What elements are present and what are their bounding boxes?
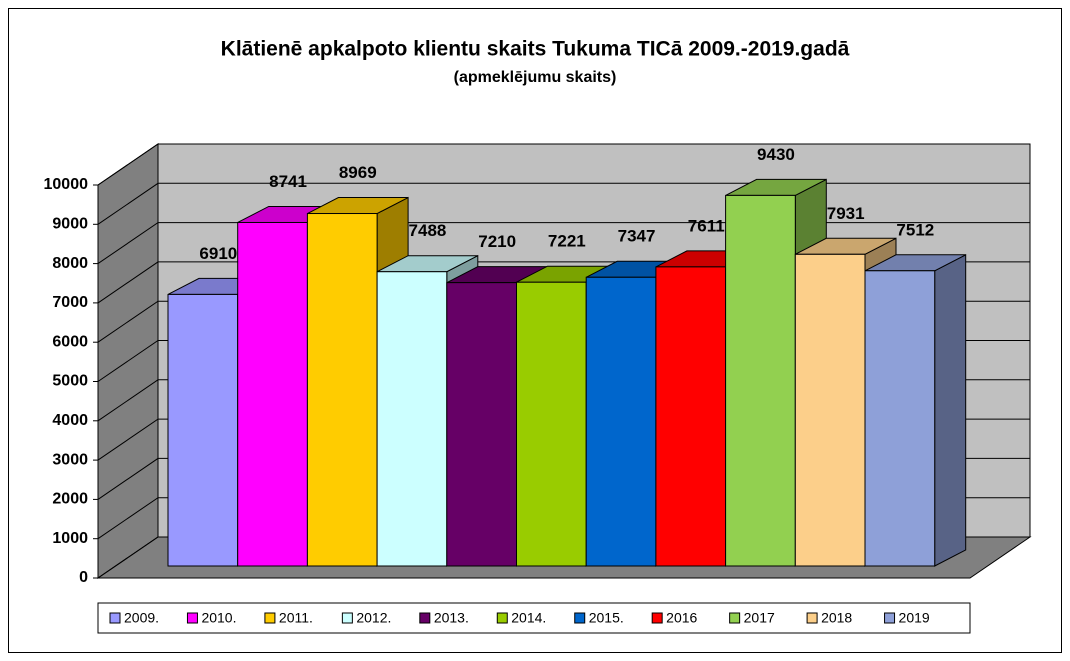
legend-swatch [729,612,741,624]
legend-swatch [341,612,353,624]
legend-swatch [884,612,896,624]
value-label: 8969 [339,163,377,182]
bar [725,194,796,567]
legend-label: 2014. [511,610,546,626]
bar [167,293,239,567]
legend-label: 2012. [356,610,391,626]
legend-label: 2009. [124,610,159,626]
y-tick-label: 2000 [52,491,88,508]
legend-label: 2018 [821,610,852,626]
legend-swatch [109,612,121,624]
y-tick-label: 7000 [52,294,88,311]
y-tick-label: 1000 [52,530,88,547]
y-tick-label: 10000 [44,176,89,193]
value-label: 7221 [548,232,586,251]
y-tick-label: 9000 [52,216,88,233]
value-label: 7512 [896,220,934,239]
value-label: 8741 [269,172,307,191]
legend-swatch [264,612,276,624]
bar [376,271,448,567]
value-label: 6910 [199,244,237,263]
bar [655,266,727,567]
value-label: 7931 [827,204,865,223]
y-tick-label: 3000 [52,451,88,468]
bar [864,270,936,567]
y-tick-label: 8000 [52,255,88,272]
grid-line [97,182,1030,225]
value-label: 7488 [409,221,447,240]
bar [237,221,308,567]
legend-swatch [574,612,586,624]
bar [794,253,866,567]
legend-box [97,602,971,634]
legend-label: 2015. [589,610,624,626]
value-label: 7347 [618,227,656,246]
value-label: 9430 [757,145,795,164]
y-tick-label: 6000 [52,333,88,350]
bar [306,213,378,567]
chart-title: Klātienē apkalpoto klientu skaits Tukuma… [221,38,850,61]
grid-line [97,143,1030,186]
legend-swatch [419,612,431,624]
bar [446,282,517,567]
legend-label: 2011. [279,610,313,626]
bar [585,276,657,567]
value-label: 7611 [688,216,725,235]
legend-label: 2017 [744,610,775,626]
legend-label: 2016 [666,610,697,626]
legend-swatch [186,612,198,624]
legend-swatch [806,612,818,624]
legend-label: 2010. [201,610,236,626]
y-tick-label: 5000 [52,373,88,390]
y-tick-label: 4000 [52,412,88,429]
value-label: 7210 [478,232,516,251]
bar [516,281,587,567]
chart-subtitle: (apmeklējumu skaits) [454,69,617,86]
legend-label: 2019 [899,610,930,626]
bar-side [934,253,967,567]
legend-label: 2013. [434,610,469,626]
legend-swatch [651,612,663,624]
y-tick-label: 0 [79,569,88,586]
legend-swatch [496,612,508,624]
